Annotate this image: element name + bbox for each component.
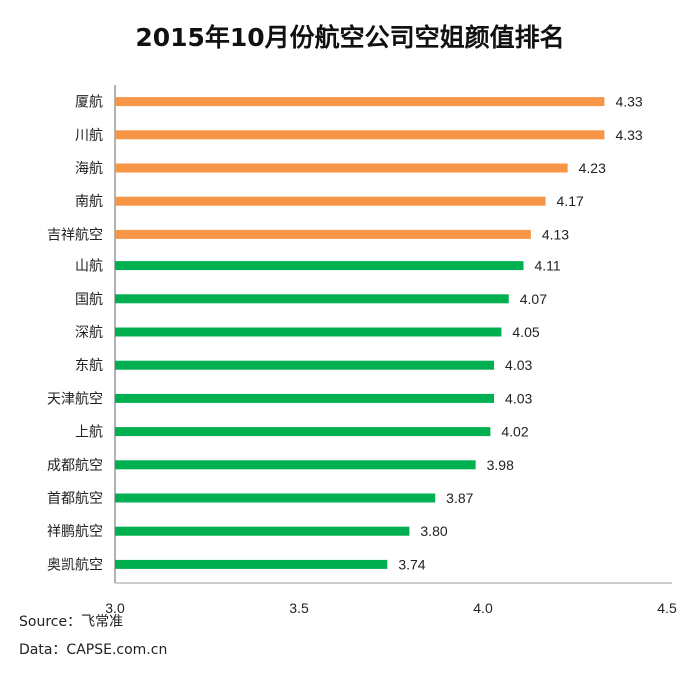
x-tick-label: 4.0 (473, 600, 493, 616)
value-label: 3.98 (487, 457, 514, 473)
category-label: 南航 (75, 194, 103, 210)
category-label: 东航 (75, 358, 103, 374)
x-tick-label: 3.5 (289, 600, 309, 616)
x-tick-label: 3.0 (105, 600, 125, 616)
bar-首都航空 (115, 493, 436, 503)
value-label: 4.23 (579, 160, 606, 176)
source-note: Source：飞常准 (19, 614, 124, 630)
value-label: 3.87 (446, 490, 473, 506)
value-label: 3.80 (420, 523, 447, 539)
bar-深航 (115, 327, 502, 337)
value-label: 4.33 (615, 94, 642, 110)
bar-川航 (115, 130, 605, 140)
category-label: 国航 (75, 292, 103, 308)
value-label: 4.17 (557, 193, 584, 209)
value-label: 4.07 (520, 291, 547, 307)
bar-国航 (115, 294, 509, 304)
bar-东航 (115, 360, 495, 370)
bar-吉祥航空 (115, 229, 531, 239)
value-label: 3.74 (398, 556, 425, 572)
bar-南航 (115, 196, 546, 206)
value-label: 4.03 (505, 357, 532, 373)
value-label: 4.03 (505, 390, 532, 406)
data-note: Data：CAPSE.com.cn (19, 642, 168, 658)
category-label: 成都航空 (47, 458, 103, 474)
value-label: 4.13 (542, 226, 569, 242)
bar-祥鹏航空 (115, 526, 410, 536)
value-label: 4.11 (534, 258, 560, 274)
value-label: 4.02 (501, 424, 528, 440)
bar-奥凯航空 (115, 559, 388, 569)
value-label: 4.33 (615, 127, 642, 143)
category-label: 天津航空 (47, 391, 103, 407)
category-label: 山航 (75, 259, 103, 275)
category-label: 吉祥航空 (47, 227, 103, 243)
bar-上航 (115, 427, 491, 437)
category-label: 深航 (75, 325, 103, 341)
bar-天津航空 (115, 393, 495, 403)
bar-海航 (115, 163, 568, 173)
bar-成都航空 (115, 460, 476, 470)
category-label: 川航 (75, 128, 103, 144)
chart-title: 2015年10月份航空公司空姐颜值排名 (135, 23, 565, 52)
category-label: 奥凯航空 (47, 556, 103, 573)
category-label: 上航 (75, 425, 103, 441)
x-tick-label: 4.5 (657, 600, 677, 616)
category-label: 首都航空 (47, 491, 103, 507)
category-label: 海航 (75, 161, 103, 177)
category-label: 厦航 (75, 95, 103, 111)
bar-山航 (115, 261, 524, 271)
bar-厦航 (115, 97, 605, 107)
value-label: 4.05 (512, 324, 539, 340)
category-label: 祥鹏航空 (47, 524, 103, 540)
